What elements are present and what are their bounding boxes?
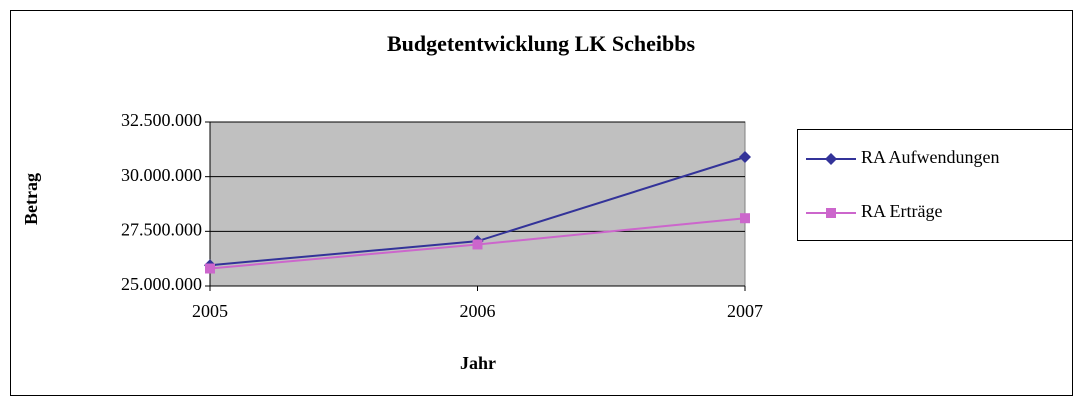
legend-marker [826, 208, 836, 218]
y-tick-label: 27.500.000 [121, 219, 202, 239]
legend-label: RA Erträge [861, 201, 942, 221]
legend-marker [825, 153, 837, 165]
point [740, 213, 750, 224]
x-tick-label: 2006 [460, 301, 496, 321]
point [739, 150, 751, 163]
y-tick-label: 30.000.000 [121, 165, 202, 185]
x-tick-label: 2007 [727, 301, 763, 321]
y-tick-label: 32.500.000 [121, 110, 202, 130]
point [472, 239, 483, 250]
chart-title: Budgetentwicklung LK Scheibbs [387, 31, 696, 56]
legend [797, 129, 1073, 241]
y-tick-label: 25.000.000 [121, 274, 202, 294]
x-tick-label: 2005 [192, 301, 228, 321]
y-axis-label: Betrag [21, 173, 41, 225]
legend-label: RA Aufwendungen [861, 147, 1000, 167]
point [205, 263, 215, 274]
x-axis-label: Jahr [460, 353, 496, 373]
